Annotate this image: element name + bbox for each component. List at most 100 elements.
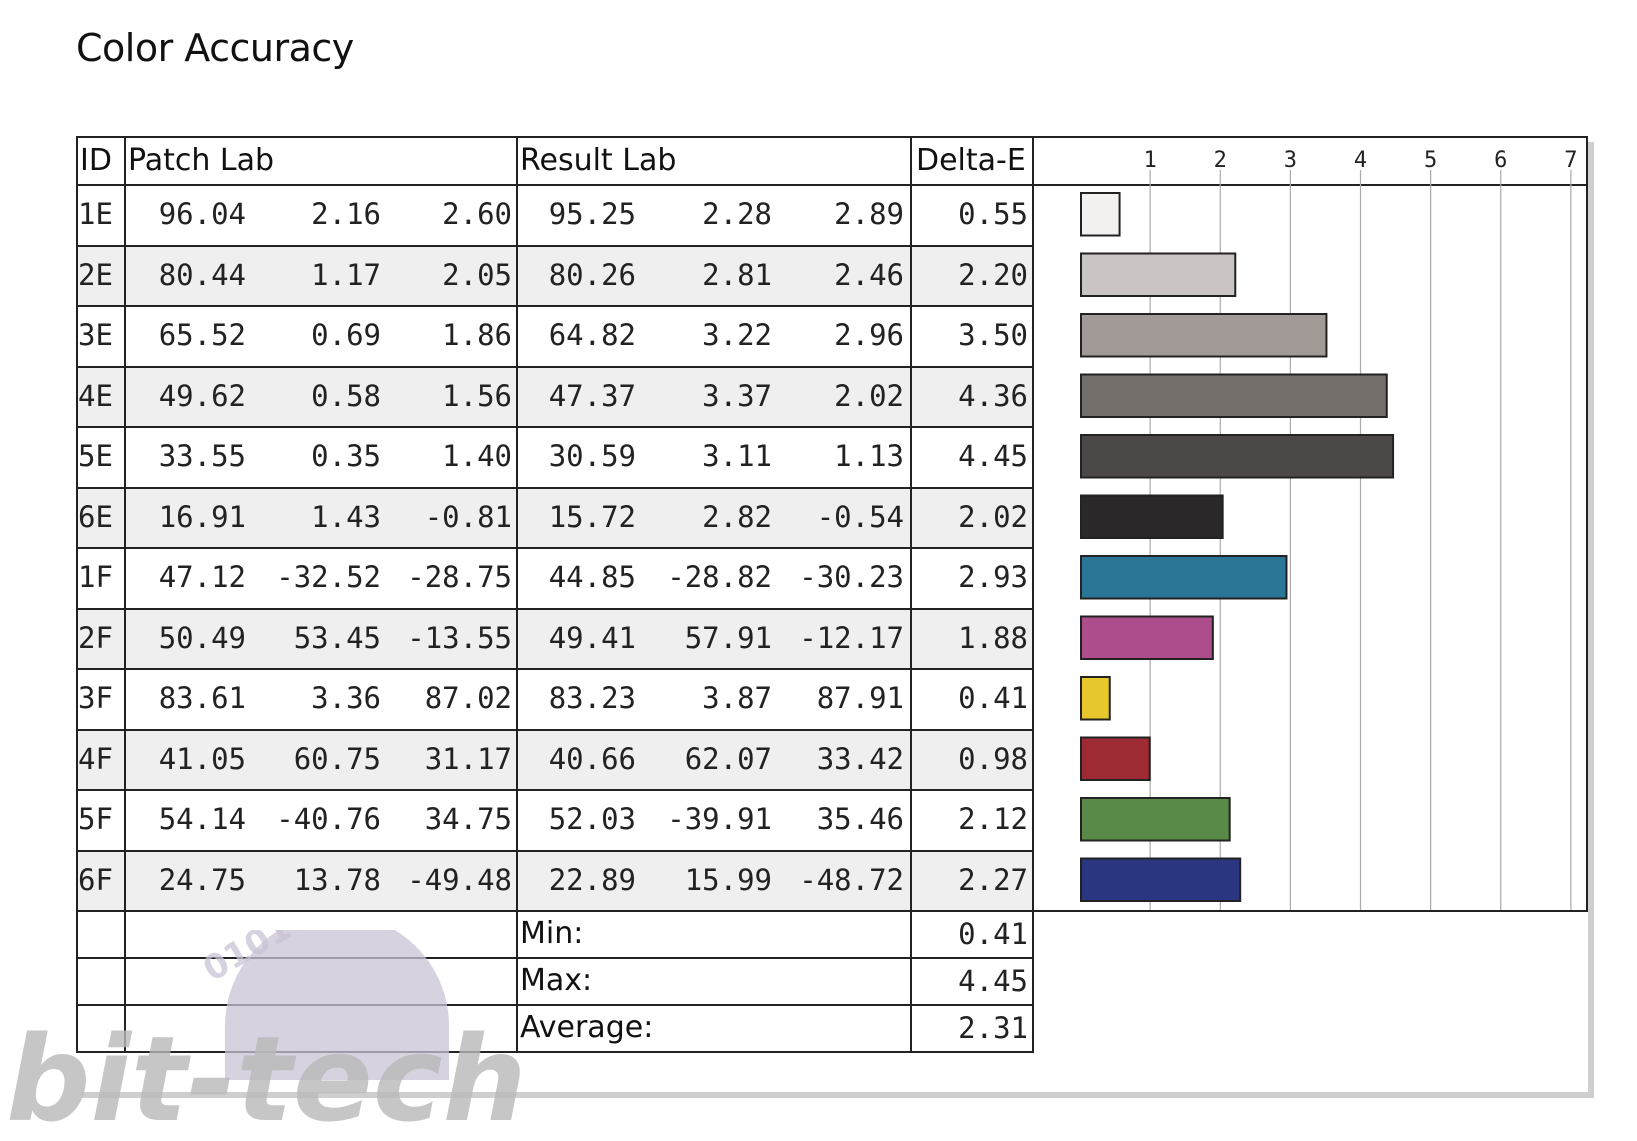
patch-lab-value: 16.91 <box>158 499 246 534</box>
result-lab-value: 49.41 <box>548 620 636 655</box>
table-rule <box>1586 136 1588 912</box>
row-id: 4F <box>78 741 113 776</box>
header-delta-e: Delta-E <box>916 142 1026 178</box>
patch-lab-value: -13.55 <box>407 620 512 655</box>
delta-e-bar <box>1080 676 1111 721</box>
result-lab-value: 3.87 <box>702 681 772 716</box>
x-tick-label: 4 <box>1354 148 1367 173</box>
result-lab-value: 83.23 <box>548 681 636 716</box>
table-rule <box>76 668 1034 670</box>
delta-e-value: 2.93 <box>958 560 1028 595</box>
result-lab-value: 2.96 <box>834 318 904 353</box>
result-lab-value: 3.22 <box>702 318 772 353</box>
delta-e-bar <box>1080 192 1121 237</box>
result-lab-value: 33.42 <box>816 741 904 776</box>
patch-lab-value: 96.04 <box>158 197 246 232</box>
delta-e-bar <box>1080 494 1224 539</box>
patch-lab-value: 50.49 <box>158 620 246 655</box>
patch-lab-value: 2.16 <box>311 197 381 232</box>
patch-lab-value: 49.62 <box>158 378 246 413</box>
table-shadow-bottom <box>82 1092 1594 1098</box>
row-id: 3E <box>78 318 113 353</box>
header-result-lab: Result Lab <box>520 142 677 178</box>
delta-e-bar <box>1080 736 1151 781</box>
result-lab-value: 1.13 <box>834 439 904 474</box>
table-rule <box>76 486 1034 489</box>
patch-lab-value: 13.78 <box>293 862 381 897</box>
summary-value: 4.45 <box>958 963 1028 998</box>
result-lab-value: -28.82 <box>667 560 772 595</box>
row-background <box>76 728 1032 789</box>
delta-e-value: 1.88 <box>958 620 1028 655</box>
summary-label: Average: <box>520 1010 654 1045</box>
patch-lab-value: 34.75 <box>424 802 512 837</box>
delta-e-bar <box>1080 373 1388 418</box>
x-tick-label: 6 <box>1494 148 1507 173</box>
patch-lab-value: 24.75 <box>158 862 246 897</box>
x-tick-label: 7 <box>1564 148 1577 173</box>
table-rule <box>1032 136 1034 1053</box>
delta-e-value: 2.02 <box>958 499 1028 534</box>
result-lab-value: -30.23 <box>799 560 904 595</box>
table-rule <box>76 957 1034 959</box>
result-lab-value: 2.46 <box>834 257 904 292</box>
x-tick-label: 3 <box>1284 148 1297 173</box>
delta-e-bar <box>1080 797 1231 842</box>
header-id: ID <box>80 142 112 178</box>
result-lab-value: 95.25 <box>548 197 636 232</box>
row-background <box>76 365 1032 426</box>
summary-label: Min: <box>520 916 584 951</box>
result-lab-value: 15.99 <box>684 862 772 897</box>
x-tick-label: 5 <box>1424 148 1437 173</box>
summary-value: 0.41 <box>958 916 1028 951</box>
chart-title: Color Accuracy <box>76 26 354 70</box>
patch-lab-value: -32.52 <box>276 560 381 595</box>
delta-e-value: 2.12 <box>958 802 1028 837</box>
patch-lab-value: 83.61 <box>158 681 246 716</box>
patch-lab-value: 33.55 <box>158 439 246 474</box>
patch-lab-value: 53.45 <box>293 620 381 655</box>
delta-e-bar <box>1080 555 1288 600</box>
table-rule <box>76 184 1588 186</box>
patch-lab-value: 0.35 <box>311 439 381 474</box>
delta-e-bar <box>1080 434 1395 479</box>
result-lab-value: 64.82 <box>548 318 636 353</box>
delta-e-value: 4.36 <box>958 378 1028 413</box>
table-rule <box>76 136 78 1053</box>
result-lab-value: -48.72 <box>799 862 904 897</box>
table-rule <box>76 136 1588 138</box>
table-rule <box>76 910 1588 912</box>
result-lab-value: 3.11 <box>702 439 772 474</box>
result-lab-value: 47.37 <box>548 378 636 413</box>
row-id: 2E <box>78 257 113 292</box>
table-rule <box>76 365 1034 368</box>
table-shadow-right <box>1588 142 1594 1098</box>
patch-lab-value: 54.14 <box>158 802 246 837</box>
table-rule <box>124 136 126 1053</box>
patch-lab-value: 1.17 <box>311 257 381 292</box>
delta-e-value: 0.55 <box>958 197 1028 232</box>
color-accuracy-table: ID Patch Lab Result Lab Delta-E 1E 96.04 2.16 2… <box>76 136 1588 1091</box>
x-tick-label: 1 <box>1144 148 1157 173</box>
delta-e-value: 0.41 <box>958 681 1028 716</box>
table-rule <box>76 789 1034 791</box>
result-lab-value: 44.85 <box>548 560 636 595</box>
patch-lab-value: 0.69 <box>311 318 381 353</box>
result-lab-value: 2.81 <box>702 257 772 292</box>
row-id: 5F <box>78 802 113 837</box>
delta-e-bar <box>1080 252 1237 297</box>
table-rule <box>76 244 1034 247</box>
patch-lab-value: 1.43 <box>311 499 381 534</box>
row-id: 4E <box>78 378 113 413</box>
patch-lab-value: -28.75 <box>407 560 512 595</box>
patch-lab-value: 3.36 <box>311 681 381 716</box>
result-lab-value: 35.46 <box>816 802 904 837</box>
row-id: 5E <box>78 439 113 474</box>
patch-lab-value: 80.44 <box>158 257 246 292</box>
table-rule <box>76 547 1034 549</box>
result-lab-value: -0.54 <box>816 499 904 534</box>
patch-lab-value: 2.60 <box>442 197 512 232</box>
result-lab-value: 62.07 <box>684 741 772 776</box>
result-lab-value: 2.89 <box>834 197 904 232</box>
result-lab-value: 3.37 <box>702 378 772 413</box>
